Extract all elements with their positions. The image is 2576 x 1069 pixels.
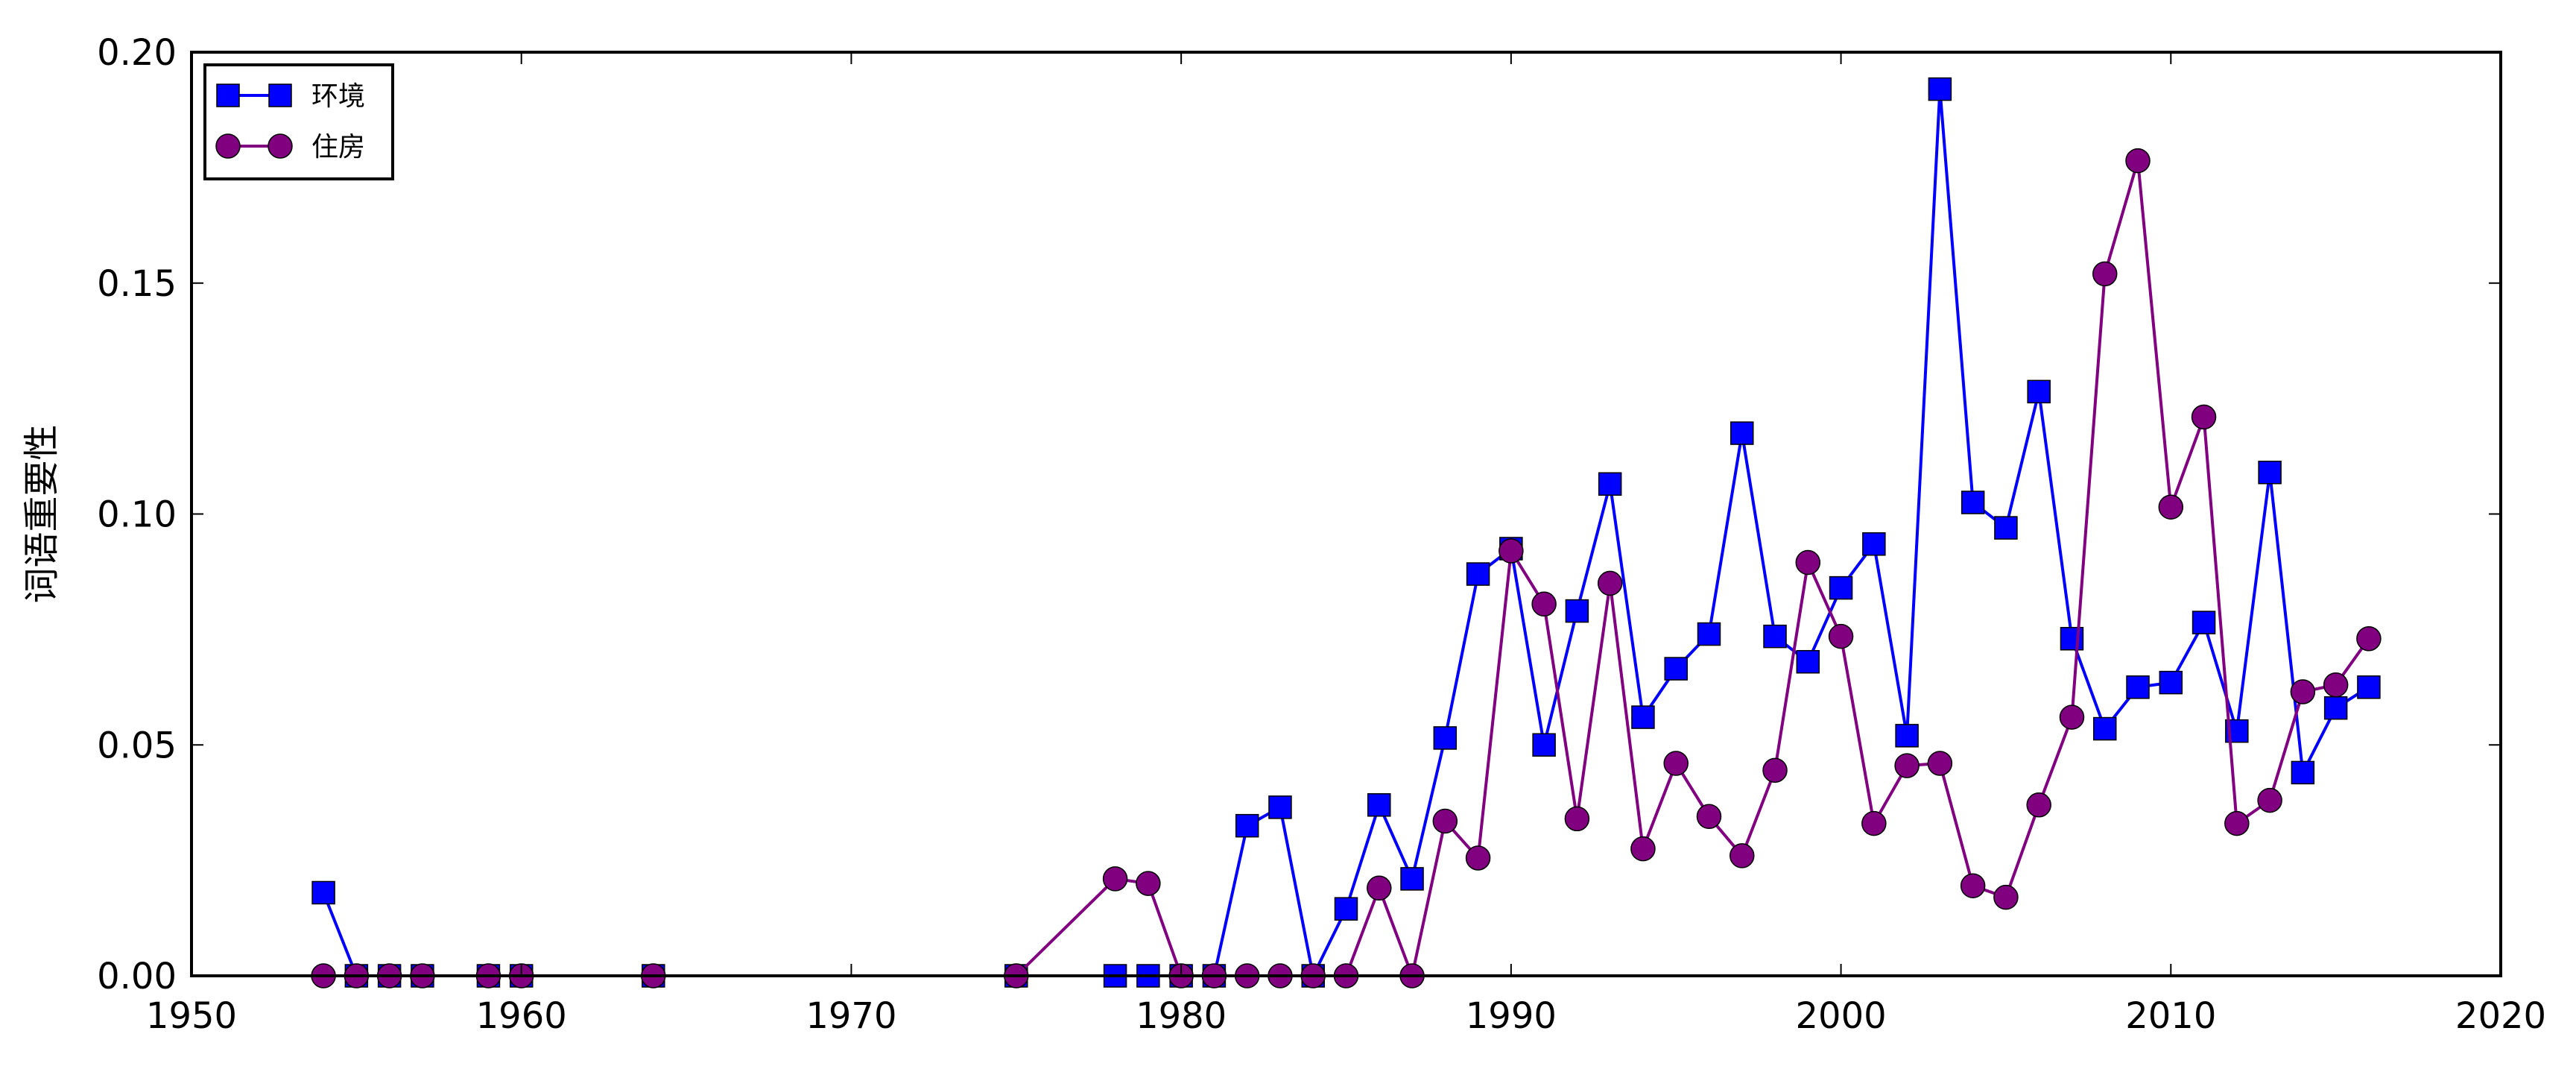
- data-point: [2323, 696, 2348, 720]
- data-point: [1334, 897, 1358, 921]
- data-point: [2060, 627, 2084, 651]
- y-axis-label: 词语重要性: [21, 424, 63, 603]
- data-point: [1763, 624, 1787, 649]
- legend-label: 环境: [311, 81, 365, 112]
- data-point: [1268, 795, 1292, 819]
- data-point: [1465, 845, 1491, 871]
- data-point: [2092, 261, 2118, 287]
- data-point: [2192, 611, 2216, 634]
- data-point: [1531, 591, 1557, 617]
- data-point: [2357, 675, 2381, 699]
- x-tick-label: 2000: [1795, 995, 1886, 1037]
- legend-marker-circle: [268, 133, 293, 159]
- data-point: [2291, 760, 2315, 785]
- legend-marker-circle: [215, 133, 241, 159]
- x-tick-label: 1990: [1466, 995, 1557, 1037]
- x-tick-label: 2010: [2125, 995, 2216, 1037]
- data-point: [1367, 793, 1391, 817]
- data-point: [1861, 810, 1887, 836]
- data-point: [1796, 649, 1820, 674]
- data-point: [2092, 716, 2117, 741]
- data-point: [1829, 576, 1853, 600]
- data-point: [2224, 810, 2250, 836]
- data-point: [1730, 421, 1754, 445]
- data-point: [1631, 705, 1655, 729]
- data-point: [1894, 753, 1920, 778]
- series-line: [322, 89, 2370, 981]
- series-layer: [311, 77, 2382, 988]
- data-point: [2027, 379, 2051, 404]
- data-point: [1762, 757, 1788, 783]
- data-point: [2323, 672, 2349, 698]
- data-point: [1597, 570, 1623, 596]
- data-point: [1927, 751, 1953, 776]
- data-point: [2158, 494, 2184, 520]
- y-tick-label: 0.15: [97, 263, 177, 305]
- legend-label: 住房: [311, 132, 365, 163]
- data-point: [1499, 538, 1524, 564]
- x-tick-label: 1960: [476, 995, 567, 1037]
- data-point: [2126, 675, 2150, 699]
- x-tick-label: 2020: [2455, 995, 2546, 1037]
- data-point: [2356, 626, 2382, 652]
- x-axis: 1950 1960 1970 1980 1990 2000 2010 2020: [146, 52, 2546, 1037]
- data-point: [1862, 532, 1886, 556]
- data-point: [2059, 704, 2085, 730]
- data-point: [2290, 679, 2316, 704]
- data-point: [2258, 460, 2282, 485]
- y-axis: 0.00 0.05 0.10 0.15 0.20: [97, 32, 2501, 997]
- data-point: [1795, 549, 1821, 576]
- plot-frame: [190, 51, 2502, 977]
- data-point: [2191, 404, 2217, 430]
- series-huanjing: [311, 77, 2381, 988]
- data-point: [2026, 792, 2051, 818]
- legend-item-huanjing: 环境: [216, 81, 365, 112]
- data-point: [1630, 836, 1656, 862]
- data-point: [1433, 726, 1458, 750]
- data-point: [1928, 77, 1952, 101]
- data-point: [1466, 562, 1490, 586]
- data-point: [1730, 843, 1755, 868]
- data-point: [1994, 516, 2018, 540]
- data-point: [1598, 472, 1622, 496]
- data-point: [1828, 623, 1854, 649]
- data-point: [1961, 491, 1985, 514]
- x-tick-label: 1950: [146, 995, 237, 1037]
- data-point: [1895, 724, 1919, 748]
- data-point: [1664, 657, 1688, 681]
- data-point: [311, 880, 335, 905]
- data-point: [1565, 599, 1589, 623]
- y-tick-label: 0.20: [97, 32, 177, 74]
- data-point: [1400, 867, 1424, 891]
- x-tick-label: 1980: [1136, 995, 1227, 1037]
- data-point: [1532, 733, 1556, 757]
- series-zhufang: [311, 148, 2382, 988]
- legend-item-zhufang: 住房: [215, 132, 365, 163]
- data-point: [1432, 808, 1458, 834]
- data-point: [2159, 670, 2183, 695]
- data-point: [2125, 148, 2151, 174]
- data-point: [1960, 873, 1986, 898]
- data-point: [1663, 751, 1689, 776]
- legend: 环境 住房: [203, 63, 394, 180]
- data-point: [2257, 787, 2282, 813]
- y-tick-label: 0.10: [97, 494, 177, 536]
- data-point: [1564, 806, 1590, 832]
- y-tick-label: 0.00: [97, 956, 177, 997]
- data-point: [1993, 884, 2019, 910]
- x-tick-label: 1970: [806, 995, 896, 1037]
- data-point: [1696, 804, 1722, 830]
- y-tick-label: 0.05: [97, 725, 177, 766]
- data-point: [1102, 866, 1128, 892]
- data-point: [1235, 813, 1259, 838]
- data-point: [1697, 622, 1721, 646]
- data-point: [1136, 871, 1161, 896]
- legend-marker-square: [268, 83, 292, 107]
- data-point: [1367, 875, 1392, 901]
- legend-marker-square: [216, 83, 240, 107]
